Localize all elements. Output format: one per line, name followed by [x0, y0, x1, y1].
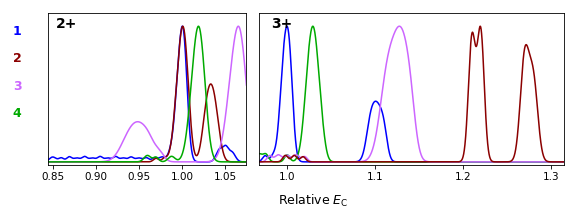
Text: 3: 3 — [13, 80, 22, 92]
Text: 2: 2 — [13, 52, 22, 65]
Text: 3+: 3+ — [271, 17, 292, 31]
Text: 1: 1 — [13, 25, 22, 38]
Text: 2+: 2+ — [56, 17, 78, 31]
Text: 4: 4 — [13, 107, 22, 120]
Text: Relative $E_\mathrm{C}$: Relative $E_\mathrm{C}$ — [278, 193, 349, 209]
